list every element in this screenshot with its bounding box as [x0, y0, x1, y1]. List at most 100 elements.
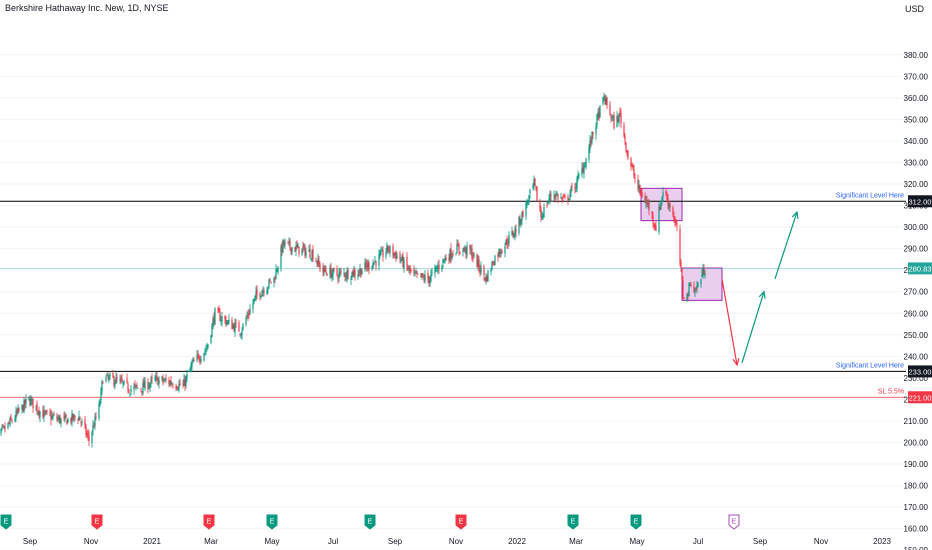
- candle-body: [669, 203, 671, 208]
- candle-body: [24, 399, 26, 405]
- time-tick-label: Sep: [753, 537, 768, 546]
- candle-body: [465, 248, 467, 254]
- time-tick-label: May: [629, 537, 644, 546]
- candle-body: [618, 113, 620, 124]
- candle-body: [231, 319, 233, 330]
- candle-body: [284, 241, 286, 245]
- candle-body: [438, 264, 440, 270]
- earnings-marker[interactable]: E: [728, 514, 740, 530]
- candle-body: [505, 239, 507, 245]
- candle-body: [623, 125, 625, 136]
- candle-body: [449, 249, 451, 261]
- candle-body: [206, 348, 208, 349]
- candle-body: [85, 426, 87, 435]
- candle-body: [102, 382, 104, 384]
- candle-body: [288, 241, 290, 243]
- earnings-marker-badge: [91, 514, 103, 530]
- earnings-marker[interactable]: E: [455, 514, 467, 530]
- candle-body: [541, 215, 543, 219]
- candle-body: [290, 247, 292, 253]
- candle-body: [25, 398, 27, 404]
- candle-body: [639, 184, 641, 193]
- candle-body: [375, 261, 377, 266]
- candle-body: [359, 268, 361, 274]
- earnings-marker[interactable]: E: [91, 514, 103, 530]
- candle-body: [352, 269, 354, 276]
- candle-body: [368, 262, 370, 270]
- candle-body: [220, 319, 222, 322]
- projection-arrow-head: [791, 210, 799, 220]
- earnings-marker[interactable]: E: [630, 514, 642, 530]
- candle-body: [227, 320, 229, 324]
- candle-body: [150, 378, 152, 383]
- earnings-marker[interactable]: E: [266, 514, 278, 530]
- candle-body: [533, 178, 535, 186]
- candle-body: [130, 388, 132, 393]
- time-tick-label: Jul: [693, 537, 703, 546]
- candle-body: [322, 267, 324, 272]
- candle-body: [31, 398, 33, 401]
- earnings-marker-badge: [0, 514, 12, 530]
- candle-body: [365, 262, 367, 266]
- candle-body: [218, 309, 220, 313]
- candle-body: [499, 250, 501, 254]
- candle-body: [311, 251, 313, 258]
- candle-body: [99, 401, 101, 406]
- candle-body: [442, 258, 444, 264]
- candle-body: [192, 360, 194, 363]
- candle-body: [654, 224, 656, 227]
- candle-body: [8, 422, 10, 424]
- candle-body: [585, 158, 587, 167]
- candle-body: [331, 273, 333, 278]
- candle-body: [595, 126, 597, 135]
- time-tick-label: Mar: [569, 537, 583, 546]
- level-line-layer: Significant Level Here Significant Level …: [0, 192, 906, 398]
- chart-grid: [0, 54, 906, 550]
- candle-body: [156, 376, 158, 378]
- earnings-marker-label: E: [4, 519, 9, 526]
- candle-body: [246, 316, 248, 317]
- candle-body: [632, 165, 634, 169]
- candle-body: [583, 165, 585, 174]
- candle-body: [451, 255, 453, 259]
- candle-body: [162, 377, 164, 382]
- candle-body: [186, 373, 188, 379]
- candle-body: [617, 116, 619, 123]
- time-tick-label: 2021: [143, 537, 161, 546]
- candle-body: [514, 228, 516, 236]
- candle-body: [557, 194, 559, 200]
- earnings-marker[interactable]: E: [203, 514, 215, 530]
- candle-body: [546, 205, 548, 207]
- candle-body: [245, 318, 247, 325]
- time-tick-label: Nov: [814, 537, 828, 546]
- earnings-marker[interactable]: E: [0, 514, 12, 530]
- candle-body: [23, 400, 25, 413]
- earnings-marker[interactable]: E: [567, 514, 579, 530]
- candle-body: [252, 303, 254, 310]
- candle-body: [224, 315, 226, 320]
- candle-body: [276, 270, 278, 271]
- time-tick-label: Nov: [449, 537, 463, 546]
- candle-body: [312, 249, 314, 260]
- candle-body: [410, 270, 412, 272]
- candle-body: [688, 283, 690, 297]
- price-tick-label: 360.00: [904, 94, 929, 103]
- candle-body: [305, 251, 307, 256]
- candle-body: [295, 245, 297, 252]
- candle-body: [183, 379, 185, 387]
- candle-body: [703, 268, 705, 275]
- candle-body: [393, 253, 395, 256]
- candle-body: [95, 416, 97, 418]
- candle-body: [374, 260, 376, 262]
- candle-body: [283, 240, 285, 246]
- candle-body: [39, 411, 41, 418]
- candle-body: [479, 270, 481, 272]
- candle-body: [704, 273, 706, 277]
- earnings-marker[interactable]: E: [364, 514, 376, 530]
- price-tick-label: 270.00: [904, 288, 929, 297]
- candle-body: [611, 116, 613, 118]
- candle-body: [345, 276, 347, 278]
- candle-body: [32, 398, 34, 408]
- candle-body: [1, 427, 3, 429]
